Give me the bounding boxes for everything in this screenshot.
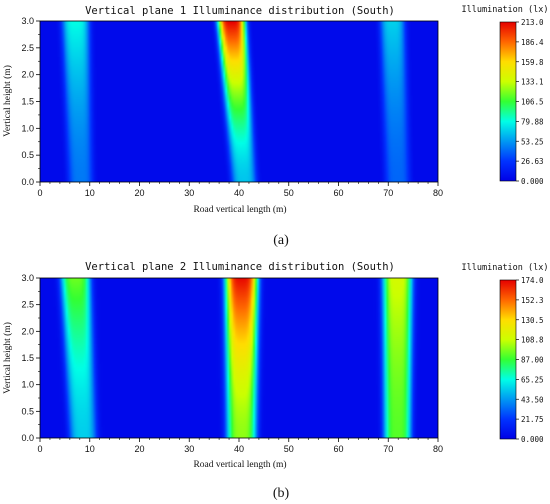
y-tick-label: 0.5: [21, 150, 34, 160]
colorbar-tick-label: 26.63: [521, 157, 544, 166]
panel-b: Vertical plane 2 Illuminance distributio…: [2, 261, 549, 501]
y-tick-label: 1.0: [21, 123, 34, 133]
y-axis-label-b: Vertical height (m): [2, 322, 13, 394]
y-tick-label: 0.5: [21, 406, 34, 416]
colorbar-tick-label: 0.000: [521, 177, 544, 186]
x-axis-label-a: Road vertical length (m): [193, 204, 286, 215]
colorbar-tick-label: 108.8: [521, 336, 544, 345]
x-tick-label: 60: [333, 188, 343, 198]
x-tick-label: 30: [184, 188, 194, 198]
y-tick-label: 3.0: [21, 16, 34, 26]
x-tick-label: 0: [37, 188, 42, 198]
colorbar-tick-label: 53.25: [521, 137, 544, 146]
y-tick-label: 1.5: [21, 97, 34, 107]
x-tick-label: 40: [234, 188, 244, 198]
colorbar-tick-label: 43.50: [521, 395, 544, 404]
x-tick-label: 80: [433, 188, 443, 198]
colorbar-tick-label: 79.88: [521, 117, 544, 126]
x-tick-label: 10: [85, 444, 95, 454]
y-tick-label: 2.0: [21, 326, 34, 336]
y-tick-label: 3.0: [21, 273, 34, 283]
x-axis-b: 0 10 20 30 40 50 60 70 80: [37, 438, 443, 454]
colorbar-tick-label: 65.25: [521, 375, 544, 384]
x-tick-label: 60: [333, 444, 343, 454]
x-tick-label: 70: [383, 444, 393, 454]
colorbar-ticks-b: 174.0 152.3 130.5 108.8 87.00 65.25 43.50 21.75…: [516, 276, 544, 444]
chart-title-b: Vertical plane 2 Illuminance distributio…: [85, 261, 395, 273]
colorbar-tick-label: 0.000: [521, 435, 544, 444]
panel-a: Vertical plane 1 Illuminance distributio…: [2, 5, 549, 248]
y-axis-b: 0.0 0.5 1.0 1.5 2.0 2.5 3.0: [21, 273, 40, 443]
heatmap-a: [40, 21, 438, 182]
x-tick-label: 20: [134, 188, 144, 198]
x-tick-label: 70: [383, 188, 393, 198]
y-tick-label: 1.0: [21, 380, 34, 390]
y-tick-label: 1.5: [21, 353, 34, 363]
colorbar-tick-label: 174.0: [521, 276, 544, 285]
colorbar-tick-label: 186.4: [521, 38, 544, 47]
colorbar-tick-label: 152.3: [521, 296, 544, 305]
colorbar-tick-label: 130.5: [521, 316, 544, 325]
colorbar-tick-label: 87.00: [521, 356, 544, 365]
colorbar-a: [499, 21, 517, 182]
colorbar-b: [499, 279, 517, 440]
y-tick-label: 0.0: [21, 177, 34, 187]
y-axis-label-a: Vertical height (m): [2, 65, 13, 137]
colorbar-tick-label: 133.1: [521, 78, 544, 87]
colorbar-label-b: Illumination (lx): [462, 263, 549, 273]
colorbar-ticks-a: 213.0 186.4 159.8 133.1 106.5 79.88 53.25 26.63…: [516, 18, 544, 186]
x-tick-label: 0: [37, 444, 42, 454]
x-tick-label: 50: [284, 444, 294, 454]
heatmap-b: [40, 278, 438, 438]
colorbar-tick-label: 106.5: [521, 98, 544, 107]
y-tick-label: 2.0: [21, 70, 34, 80]
x-axis-a: 0 10 20 30 40 50 60 70 80: [37, 182, 443, 198]
panel-label-a: (a): [273, 233, 289, 248]
x-tick-label: 30: [184, 444, 194, 454]
x-tick-label: 40: [234, 444, 244, 454]
colorbar-tick-label: 213.0: [521, 18, 544, 27]
colorbar-tick-label: 21.75: [521, 415, 544, 424]
colorbar-tick-label: 159.8: [521, 58, 544, 67]
x-tick-label: 20: [134, 444, 144, 454]
x-tick-label: 80: [433, 444, 443, 454]
x-axis-label-b: Road vertical length (m): [193, 459, 286, 470]
colorbar-label-a: Illumination (lx): [462, 5, 549, 15]
panel-label-b: (b): [273, 486, 290, 501]
y-tick-label: 0.0: [21, 433, 34, 443]
x-tick-label: 50: [284, 188, 294, 198]
y-axis-a: 0.0 0.5 1.0 1.5 2.0 2.5 3.0: [21, 16, 40, 187]
y-tick-label: 2.5: [21, 43, 34, 53]
y-tick-label: 2.5: [21, 300, 34, 310]
x-tick-label: 10: [85, 188, 95, 198]
chart-title-a: Vertical plane 1 Illuminance distributio…: [85, 5, 395, 17]
